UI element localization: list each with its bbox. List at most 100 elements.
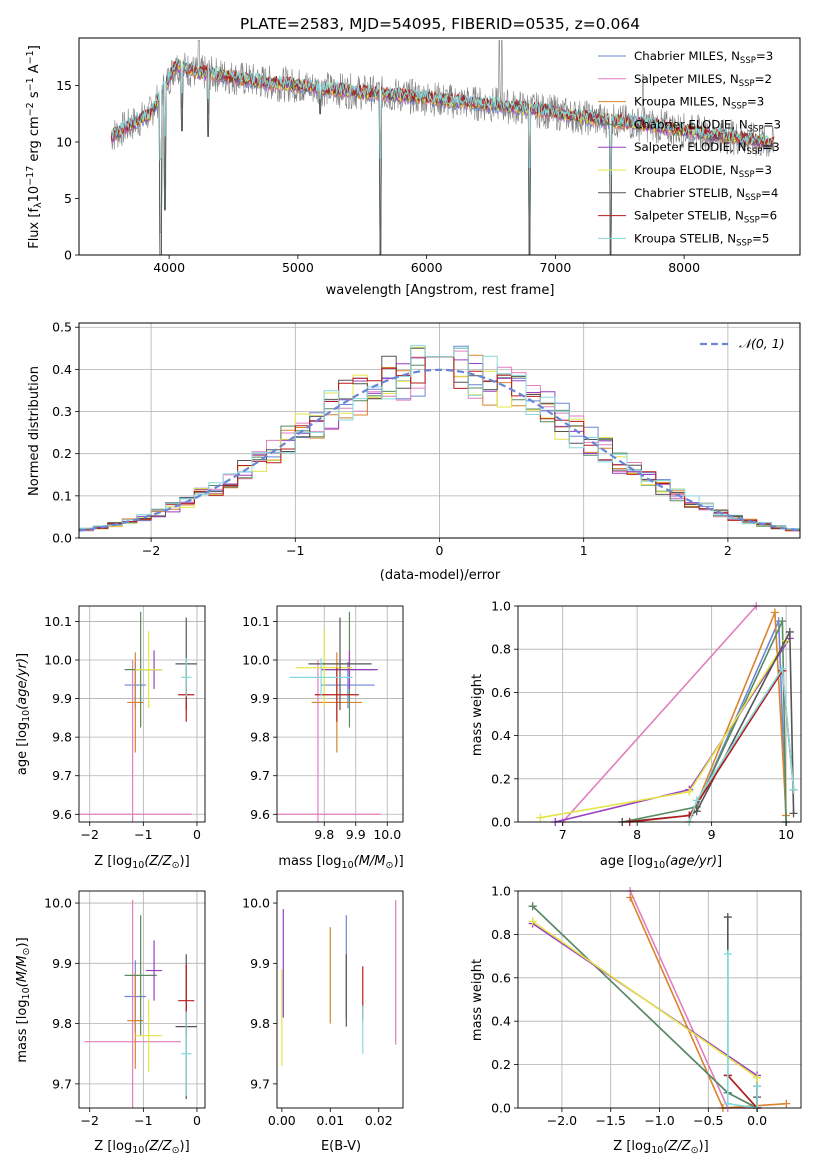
y-tick-label: 9.7 [52, 768, 72, 783]
y-tick-label: 9.7 [250, 1076, 270, 1091]
x-tick-label: 6000 [411, 260, 443, 275]
y-tick-label: 0.1 [52, 488, 72, 503]
legend-entry-tail: =3 [762, 140, 779, 154]
legend-entry-tail: =3 [764, 117, 781, 131]
x-tick-label: 2 [724, 543, 732, 558]
x-tick-label: −2.0 [547, 1113, 577, 1128]
y-tick-label: 9.8 [52, 730, 72, 745]
residuals-xlabel: (data-model)/error [380, 568, 501, 583]
y-tick-label: 1.0 [491, 884, 511, 899]
legend-entry-main: Salpeter MILES, N [634, 72, 739, 86]
residuals-ylabel: Normed distribution [27, 366, 42, 496]
spectrum-ylabel: Flux [fλ10−17 erg cm−2 s−1 A−1] [25, 45, 44, 249]
legend-entry: Salpeter STELIB, NSSP=6 [634, 209, 777, 226]
y-tick-label: 0.4 [52, 362, 72, 377]
y-tick-label: 10.1 [242, 614, 270, 629]
residuals-ticks: −2 −1 0 1 2 0.0 0.1 0.2 0.3 0.4 0.5 [52, 320, 801, 558]
weight-series-line [562, 605, 757, 823]
y-tick-label: 0.8 [491, 642, 511, 657]
y-tick-label: 9.9 [250, 956, 270, 971]
panel-spectrum: 4000 5000 6000 7000 8000 0 5 10 15 wavelength [A… [25, 37, 801, 298]
age-vs-mass-xlabel: mass [log10(M/M⊙)] [278, 854, 403, 871]
panel-mass-vs-Z: −2 −1 0 9.7 9.8 9.9 10.0 [44, 890, 206, 1128]
legend-entry-sub: SSP [744, 216, 760, 226]
legend-entry: Chabrier ELODIE, NSSP=3 [634, 117, 781, 134]
legend-entry: Kroupa ELODIE, NSSP=3 [634, 163, 772, 180]
x-tick-label: −1 [134, 1113, 152, 1128]
weight-marker [770, 608, 779, 617]
x-tick-label: 9 [708, 827, 716, 842]
spectrum-plot-area [110, 40, 775, 255]
panel-plot-area [281, 900, 397, 1066]
weight-series-line [695, 620, 787, 823]
x-tick-label: −1.5 [596, 1113, 626, 1128]
axes-frame [517, 890, 802, 1109]
y-tick-label: 9.8 [52, 1016, 72, 1031]
weight-series-line [532, 920, 758, 1108]
panel-age-vs-Z: −2 −1 0 9.6 9.7 9.8 9.9 10.0 10.1 [44, 605, 206, 842]
mass-vs-Z-xlabel: Z [log10(Z/Z⊙)] [94, 1139, 189, 1156]
x-tick-label: −1 [286, 543, 304, 558]
axes-frame [517, 605, 802, 823]
legend-entry-sub: SSP [740, 56, 756, 66]
weight-series-line [532, 905, 758, 1109]
weight-marker [782, 1099, 791, 1108]
x-tick-label: 10 [778, 827, 794, 842]
y-tick-label: 9.6 [250, 807, 270, 822]
age-vs-Z-xlabel: Z [log10(Z/Z⊙)] [94, 854, 189, 871]
model-spectrum [110, 57, 775, 255]
y-tick-label: 0.5 [52, 320, 72, 335]
x-tick-label: −2 [81, 1113, 99, 1128]
y-tick-label: 9.9 [250, 691, 270, 706]
legend-entry-sub: SSP [746, 147, 762, 157]
x-tick-label: 8000 [668, 260, 700, 275]
legend-entry-sub: SSP [745, 193, 761, 203]
weight-marker [785, 627, 794, 636]
residuals-legend-label: 𝒩(0, 1) [739, 336, 785, 351]
x-tick-label: 0.00 [268, 1113, 296, 1128]
weight-vs-Z-ylabel: mass weight [470, 959, 485, 1041]
x-tick-label: −2 [142, 543, 160, 558]
figure-title: PLATE=2583, MJD=54095, FIBERID=0535, z=0… [240, 15, 640, 33]
x-tick-label: 4000 [153, 260, 185, 275]
y-tick-label: 9.7 [52, 1076, 72, 1091]
weight-marker [778, 664, 787, 673]
y-tick-label: 9.7 [250, 768, 270, 783]
legend-entry-main: Chabrier ELODIE, N [634, 117, 748, 131]
legend-entry-tail: =3 [756, 49, 773, 63]
x-tick-label: 5000 [282, 260, 314, 275]
x-tick-label: 0 [193, 1113, 201, 1128]
spectrum-lines [110, 40, 775, 255]
weight-series-line [688, 666, 795, 823]
x-tick-label: 0.02 [365, 1113, 393, 1128]
x-tick-label: 0 [436, 543, 444, 558]
weight-marker [753, 1082, 762, 1091]
legend-entry-main: Salpeter ELODIE, N [634, 140, 746, 154]
y-tick-label: 0.0 [491, 1101, 511, 1116]
model-spectrum [110, 61, 775, 255]
weight-series-line [629, 890, 758, 1109]
weight-marker [723, 949, 732, 958]
weight-marker [626, 893, 635, 902]
y-tick-label: 15 [56, 78, 72, 93]
y-tick-label: 0.8 [491, 927, 511, 942]
y-tick-label: 0 [64, 248, 72, 263]
weight-marker [753, 1073, 762, 1082]
weight-vs-age-xlabel: age [log10(age/yr)] [600, 854, 722, 871]
legend-entry-sub: SSP [736, 238, 752, 248]
x-tick-label: 10.0 [373, 827, 401, 842]
panel-weight-vs-age: 7 8 9 10 0.0 0.2 0.4 0.6 0.8 1.0 [491, 599, 802, 842]
weight-marker [789, 785, 798, 794]
legend-entry: Chabrier STELIB, NSSP=4 [634, 186, 778, 203]
legend-entry-tail: =2 [755, 72, 772, 86]
mass-vs-ebv-xlabel: E(B-V) [321, 1139, 361, 1154]
y-tick-label: 9.8 [250, 730, 270, 745]
x-tick-label: 1 [580, 543, 588, 558]
mass-vs-Z-ylabel: mass [log10(M/M⊙)] [15, 937, 32, 1062]
residuals-plot-area [79, 345, 800, 533]
legend-entry-tail: =6 [760, 209, 777, 223]
y-tick-label: 0.6 [491, 970, 511, 985]
axes-frame [78, 605, 206, 823]
legend-entry-main: Chabrier MILES, N [634, 49, 740, 63]
legend-entry-sub: SSP [739, 79, 755, 89]
